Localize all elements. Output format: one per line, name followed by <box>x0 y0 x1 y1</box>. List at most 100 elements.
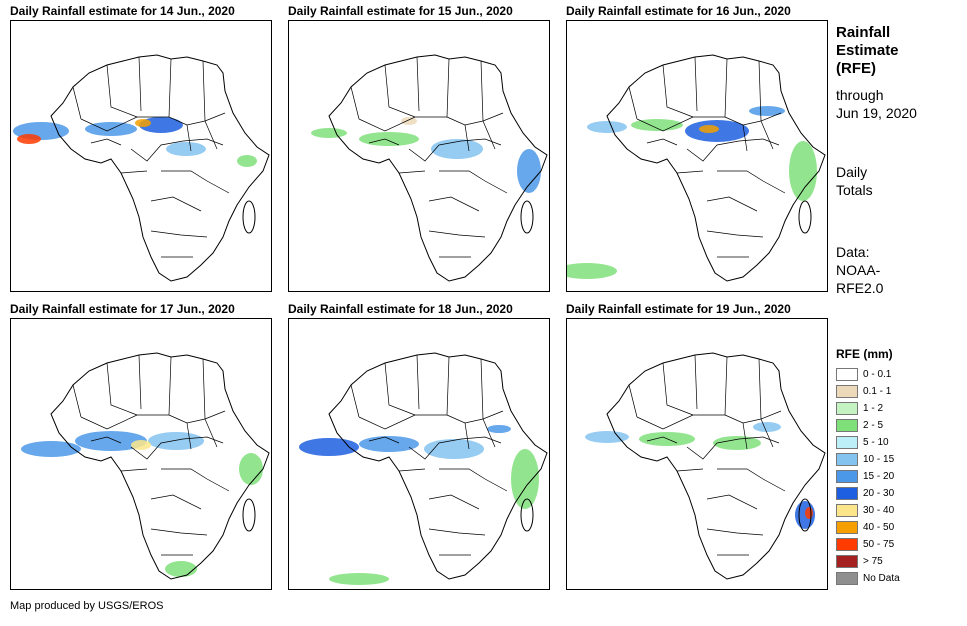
africa-coastline <box>50 352 270 580</box>
africa-coastline <box>328 352 548 580</box>
legend-item: 40 - 50 <box>836 519 956 536</box>
rainfall-patch <box>567 263 617 279</box>
africa-rainfall-map <box>288 318 550 590</box>
country-border <box>408 438 462 460</box>
country-border <box>636 116 725 132</box>
country-border <box>760 418 774 448</box>
side-through: through Jun 19, 2020 <box>836 86 917 122</box>
map-panel-jun18: Daily Rainfall estimate for 18 Jun., 202… <box>288 300 550 593</box>
legend-swatch <box>836 436 858 449</box>
country-border <box>168 112 226 126</box>
panel-title: Daily Rainfall estimate for 18 Jun., 202… <box>288 302 513 316</box>
country-border <box>686 438 740 460</box>
legend-item: 1 - 2 <box>836 400 956 417</box>
country-border <box>106 64 138 118</box>
country-border <box>186 422 192 450</box>
side-data-line: Data: <box>836 244 870 260</box>
country-border <box>758 358 762 420</box>
legend-swatch <box>836 385 858 398</box>
country-border <box>90 436 122 444</box>
country-border <box>428 230 486 238</box>
map-panel-jun19: Daily Rainfall estimate for 19 Jun., 202… <box>566 300 828 593</box>
country-border <box>416 354 420 410</box>
panel-title: Daily Rainfall estimate for 17 Jun., 202… <box>10 302 235 316</box>
legend-label: 0.1 - 1 <box>863 386 892 397</box>
country-border <box>738 138 780 146</box>
panel-title: Daily Rainfall estimate for 19 Jun., 202… <box>566 302 791 316</box>
side-totals-line: Totals <box>836 182 873 198</box>
country-border <box>368 436 400 444</box>
legend-item: 10 - 15 <box>836 451 956 468</box>
country-border <box>350 384 360 418</box>
legend-item: 30 - 40 <box>836 502 956 519</box>
country-border <box>460 138 502 146</box>
legend-swatch <box>836 487 858 500</box>
legend-item: 15 - 20 <box>836 468 956 485</box>
country-border <box>694 354 698 410</box>
country-border <box>662 64 694 118</box>
legend-swatch <box>836 572 858 585</box>
country-border <box>182 138 224 146</box>
country-border <box>161 468 230 492</box>
rainfall-patch <box>75 431 147 451</box>
legend-label: 40 - 50 <box>863 522 895 533</box>
country-border <box>676 170 704 174</box>
country-border <box>72 384 82 418</box>
country-border <box>662 362 694 416</box>
africa-coastline <box>50 54 270 282</box>
map-panel-jun14: Daily Rainfall estimate for 14 Jun., 202… <box>10 2 272 295</box>
country-border <box>724 356 728 416</box>
africa-coastline <box>606 54 826 282</box>
country-border <box>204 120 218 150</box>
rainfall-patch <box>166 142 206 156</box>
rainfall-patch <box>131 440 151 450</box>
side-through-line: through <box>836 87 884 103</box>
country-border <box>742 422 748 450</box>
country-border <box>358 414 447 430</box>
country-border <box>72 86 82 120</box>
country-border <box>724 58 728 118</box>
country-border <box>428 528 486 536</box>
legend-swatch <box>836 368 858 381</box>
country-border <box>368 138 400 146</box>
rainfall-patch <box>789 141 817 201</box>
rainfall-patch <box>487 425 511 433</box>
legend-swatch <box>836 402 858 415</box>
map-panel-jun16: Daily Rainfall estimate for 16 Jun., 202… <box>566 2 828 295</box>
country-border <box>446 58 450 118</box>
country-border <box>717 170 786 194</box>
rainfall-patch <box>713 436 761 450</box>
rainfall-patch <box>587 121 627 133</box>
country-border <box>80 116 169 132</box>
legend-label: 5 - 10 <box>863 437 889 448</box>
madagascar-outline <box>242 498 256 532</box>
country-border <box>439 468 508 492</box>
country-border <box>168 58 172 118</box>
country-border <box>150 196 202 212</box>
map-panel-jun17: Daily Rainfall estimate for 17 Jun., 202… <box>10 300 272 593</box>
legend-label: 2 - 5 <box>863 420 884 431</box>
country-border <box>161 170 230 194</box>
rainfall-patch <box>135 119 151 127</box>
madagascar-outline <box>520 498 534 532</box>
country-border <box>130 438 184 460</box>
country-border <box>480 60 484 122</box>
country-border <box>464 124 470 152</box>
africa-rainfall-map <box>566 318 828 590</box>
country-border <box>150 528 208 536</box>
legend-item: 0 - 0.1 <box>836 366 956 383</box>
madagascar-outline <box>798 200 812 234</box>
country-border <box>636 414 725 430</box>
country-border <box>464 422 470 450</box>
rainfall-patch <box>359 132 419 146</box>
rainfall-patch <box>21 441 81 457</box>
country-border <box>130 140 184 162</box>
rainfall-patch <box>753 422 781 432</box>
country-border <box>182 436 224 444</box>
country-border <box>90 138 122 146</box>
legend-swatch <box>836 470 858 483</box>
credit-text: Map produced by USGS/EROS <box>10 600 164 612</box>
side-totals: Daily Totals <box>836 163 873 199</box>
country-border <box>350 86 360 120</box>
madagascar-outline <box>242 200 256 234</box>
